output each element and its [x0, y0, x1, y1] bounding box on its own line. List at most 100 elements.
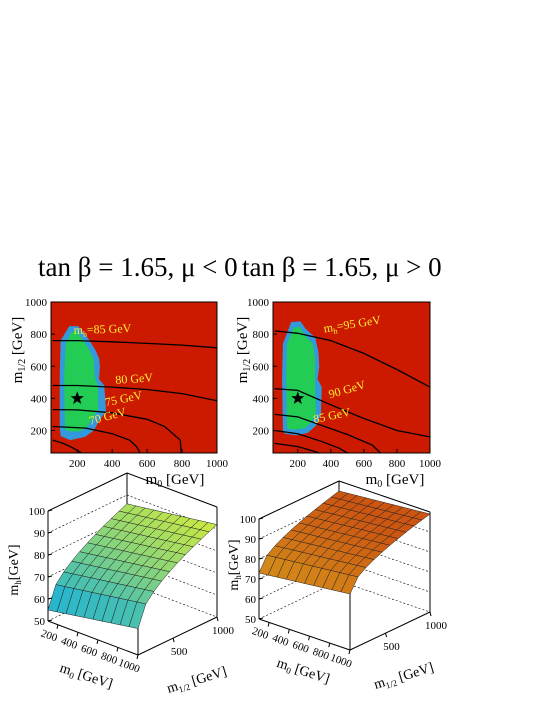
- z-tick-label: 90: [34, 528, 46, 540]
- x-tick: [348, 649, 351, 655]
- y-tick-label: 800: [253, 329, 270, 341]
- y-tick-label: 1000: [247, 297, 270, 309]
- z-tick-label: 100: [240, 514, 257, 526]
- z-tick: [258, 577, 264, 580]
- z-tick-label: 100: [29, 506, 46, 518]
- grid-line: [47, 494, 128, 534]
- z-tick: [258, 597, 264, 600]
- panel-title-right: tan β = 1.65, μ > 0: [242, 252, 442, 282]
- y-tick-label: 500: [383, 641, 400, 653]
- surface-cell: [128, 601, 147, 629]
- contour-label-part: =85 GeV: [87, 321, 132, 337]
- x-tick-label: 600: [291, 639, 311, 656]
- contour-label: mh=95 GeV: [323, 313, 383, 338]
- x-tick: [116, 647, 119, 652]
- x-axis-label: m0 [GeV]: [366, 472, 425, 490]
- y-axis-label: m1/2 [GeV]: [372, 660, 436, 693]
- contour-line: [179, 440, 182, 453]
- surface-cell: [340, 574, 359, 595]
- contour-line: [274, 442, 320, 453]
- x-tick-label: 1000: [206, 458, 229, 470]
- y-tick-label: 1000: [425, 620, 448, 632]
- z-tick: [258, 517, 264, 520]
- contour-line: [52, 384, 217, 402]
- z-tick: [47, 597, 53, 600]
- z-tick: [47, 619, 53, 622]
- y-tick: [216, 616, 219, 622]
- y-axis-label: m1/2 [GeV]: [235, 317, 253, 384]
- y-tick: [429, 611, 432, 617]
- y-axis-label: m1/2 [GeV]: [165, 664, 229, 697]
- z-tick-label: 80: [245, 554, 257, 566]
- contour-label-sub: h: [83, 330, 87, 339]
- contour-line: [52, 408, 181, 441]
- box-edge-hidden: [338, 580, 431, 613]
- contour-line: [274, 413, 381, 453]
- z-tick: [258, 617, 264, 620]
- panel-title-left: tan β = 1.65, μ < 0: [38, 252, 238, 282]
- x-tick-label: 800: [311, 646, 331, 663]
- y-tick: [385, 632, 388, 638]
- allowed-region: [286, 326, 316, 430]
- x-tick: [76, 632, 79, 637]
- z-axis-label: mh[GeV]: [7, 544, 23, 595]
- x-tick: [267, 622, 270, 627]
- box-edge: [47, 620, 139, 656]
- y-tick-label: 200: [253, 426, 270, 438]
- contour-label-part: m: [323, 320, 335, 335]
- x-tick-label: 200: [250, 625, 270, 642]
- y-tick-label: 600: [253, 361, 270, 373]
- z-tick: [258, 557, 264, 560]
- x-tick: [287, 629, 290, 634]
- y-tick-label: 600: [31, 361, 48, 373]
- grid-line: [126, 472, 218, 508]
- y-tick-label: 1000: [25, 297, 48, 309]
- x-tick-label: 200: [39, 627, 59, 644]
- y-tick-label: 1000: [212, 625, 235, 637]
- x-tick: [56, 624, 59, 629]
- z-tick: [258, 537, 264, 540]
- contour-label-part: m: [73, 323, 83, 337]
- z-tick: [47, 575, 53, 578]
- allowed-region: [64, 330, 99, 432]
- z-tick-label: 90: [245, 534, 257, 546]
- x-tick-label: 1000: [419, 458, 442, 470]
- x-tick-label: 400: [59, 635, 79, 652]
- x-tick-label: 800: [99, 650, 119, 667]
- contour-label: mh=85 GeV: [73, 321, 132, 339]
- y-tick-label: 200: [31, 426, 48, 438]
- x-tick-label: 200: [290, 458, 307, 470]
- contour-label-sub: h: [333, 326, 338, 336]
- z-tick-label: 50: [34, 616, 46, 628]
- x-tick-label: 400: [271, 632, 291, 649]
- box-edge: [137, 616, 218, 656]
- star-marker: [291, 391, 305, 404]
- x-tick-label: 800: [389, 458, 406, 470]
- x-tick: [136, 654, 139, 660]
- z-tick-label: 80: [34, 550, 46, 562]
- x-axis-label: m0 [GeV]: [57, 661, 114, 693]
- z-tick-label: 70: [245, 574, 257, 586]
- grid-line: [47, 472, 128, 512]
- plot-frame: [272, 301, 431, 454]
- star-marker: [70, 391, 84, 404]
- x-tick-label: 800: [174, 458, 191, 470]
- grid-line: [258, 480, 340, 520]
- x-tick-label: 600: [139, 458, 156, 470]
- x-tick-label: 600: [356, 458, 373, 470]
- x-tick: [96, 639, 99, 645]
- z-tick: [47, 553, 53, 556]
- box-edge: [349, 611, 431, 651]
- x-tick-label: 400: [104, 458, 121, 470]
- grid-line: [338, 480, 431, 513]
- z-tick: [47, 531, 53, 534]
- contour-line: [274, 330, 430, 388]
- contour-line: [274, 388, 430, 438]
- x-tick-label: 400: [323, 458, 340, 470]
